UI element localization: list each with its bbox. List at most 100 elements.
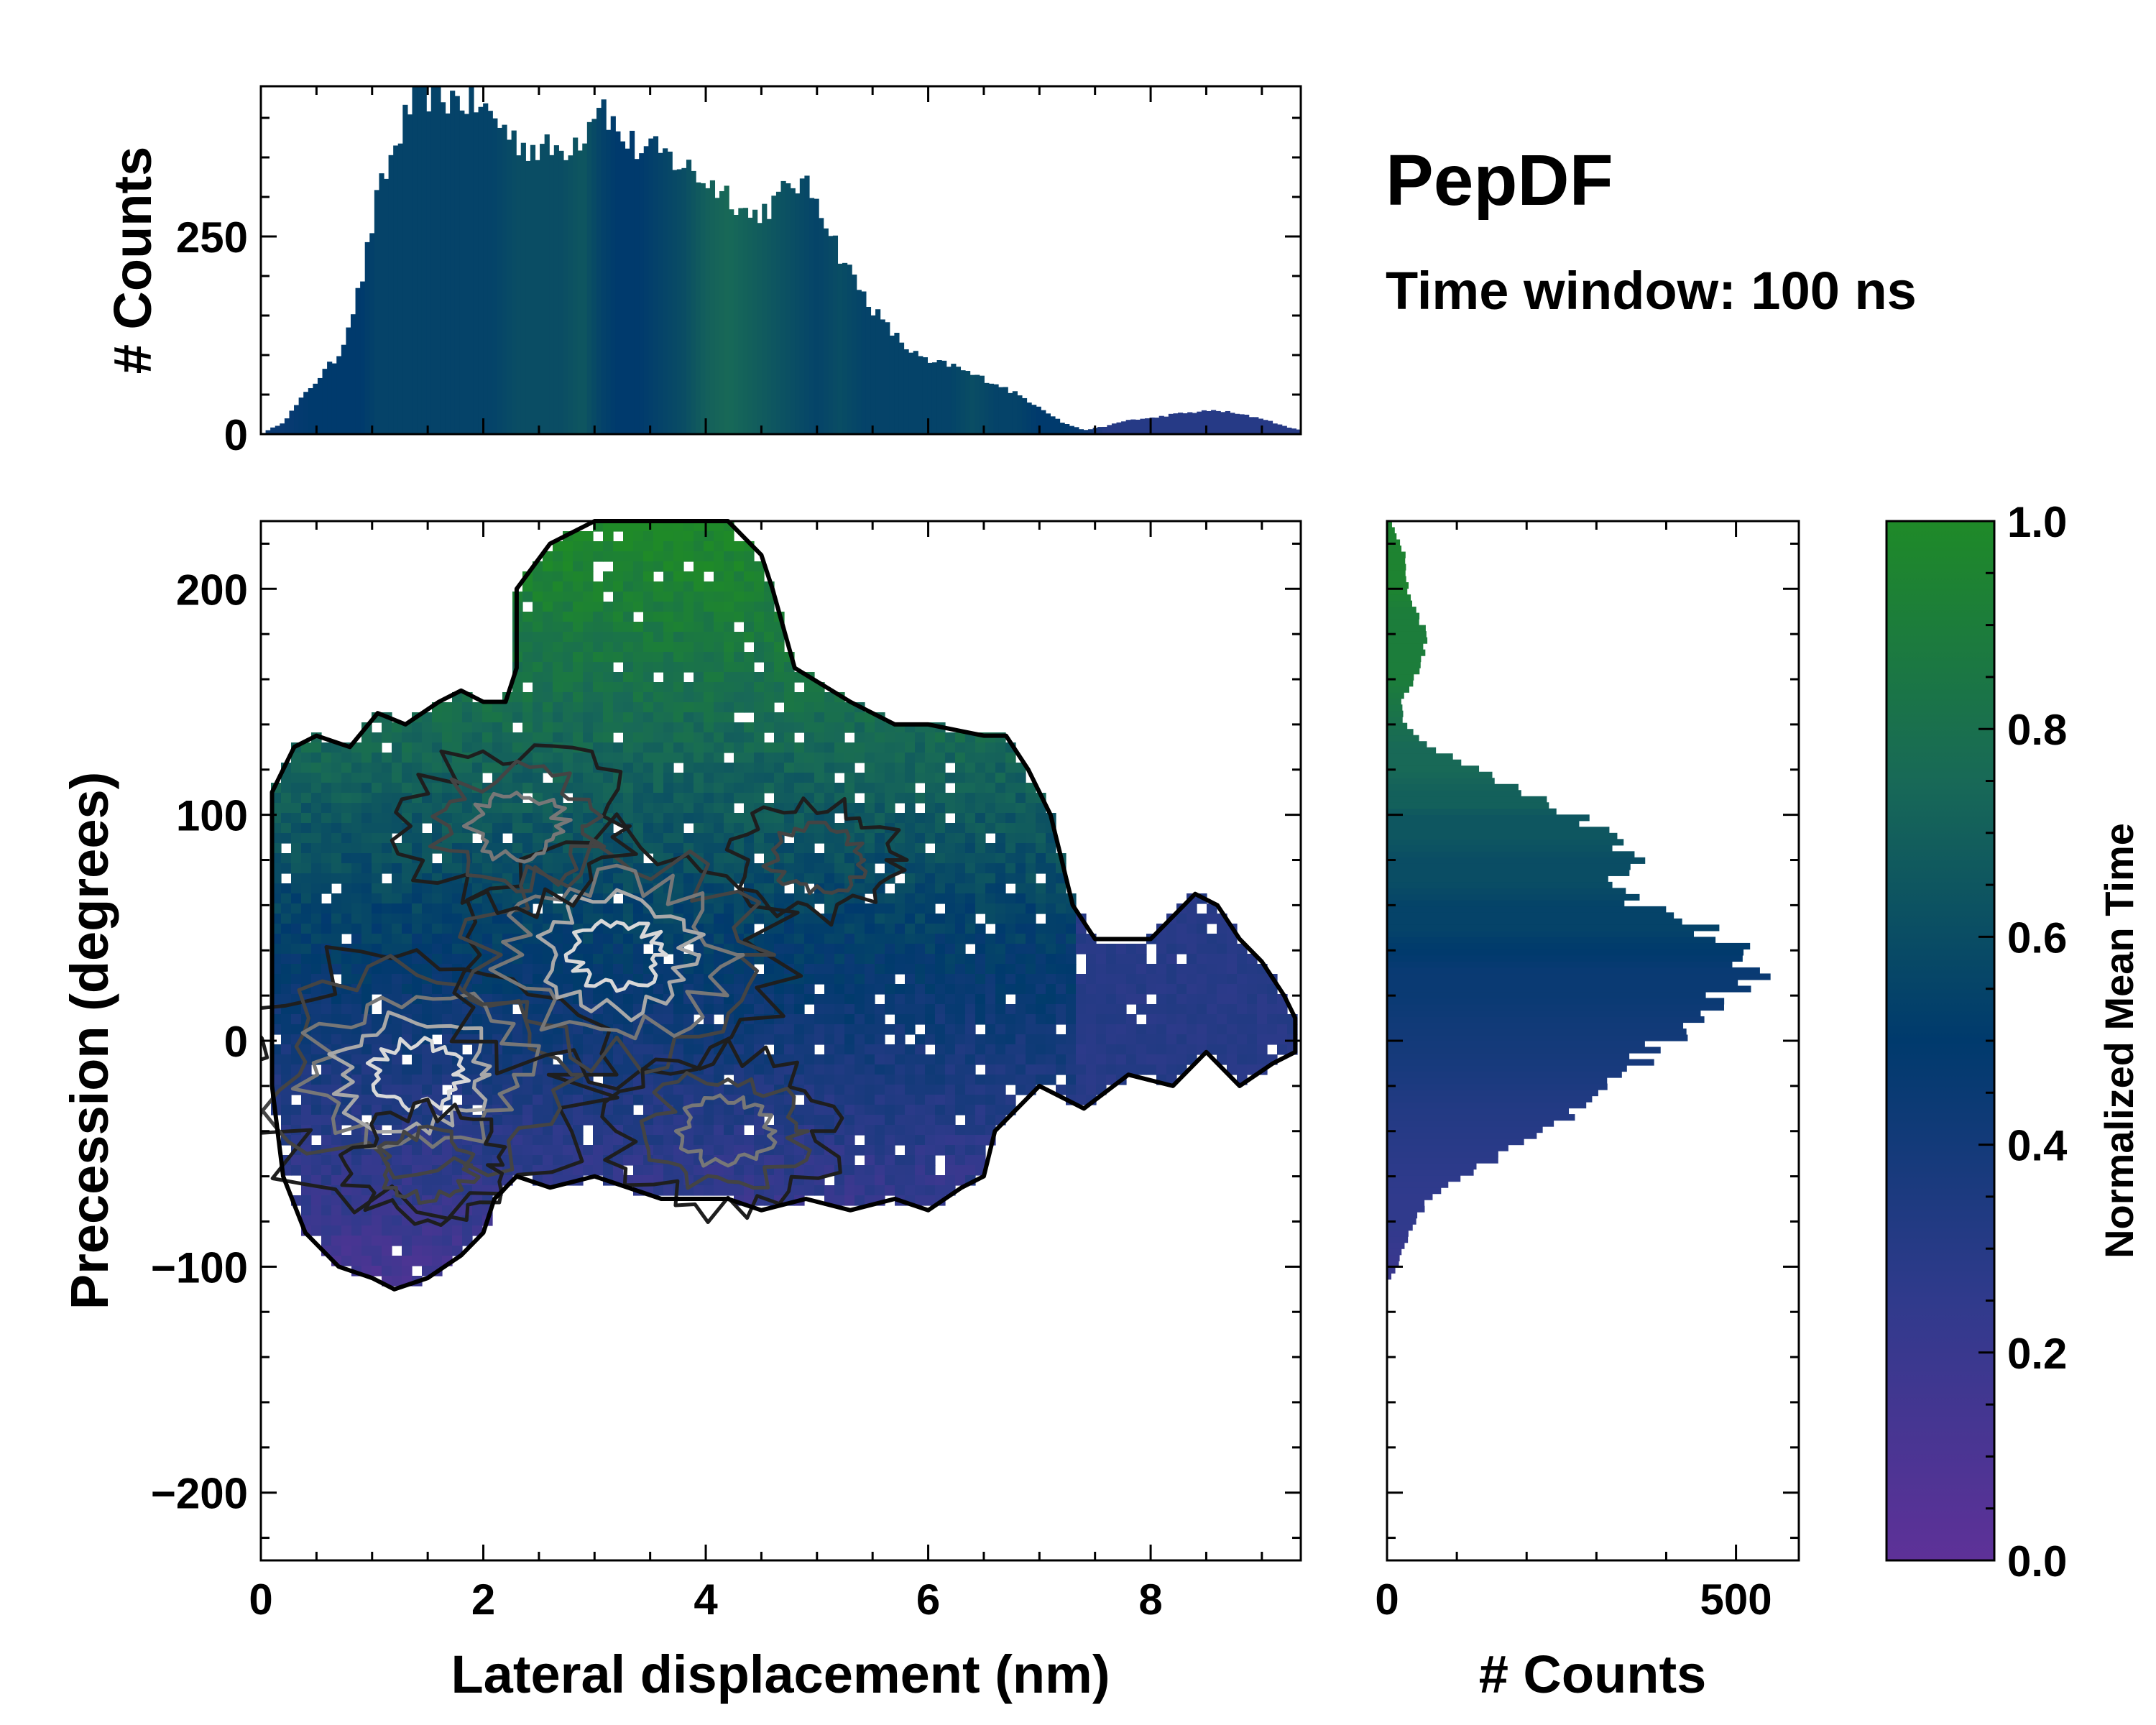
heatmap-cell <box>623 964 634 975</box>
heatmap-cell <box>613 712 624 723</box>
heatmap-cell <box>1187 964 1197 975</box>
heatmap-cell <box>804 1054 815 1065</box>
heatmap-cell <box>291 893 302 904</box>
heatmap-cell <box>754 763 765 773</box>
heatmap-cell <box>351 1165 362 1176</box>
heatmap-cell <box>583 773 594 783</box>
heatmap-cell <box>834 974 845 985</box>
heatmap-cell <box>623 873 634 884</box>
heatmap-cell <box>482 1175 493 1186</box>
heatmap-cell <box>724 803 734 814</box>
heatmap-cell <box>1247 1064 1258 1075</box>
heatmap-cell <box>1046 994 1056 1005</box>
heatmap-cell <box>1156 1034 1167 1045</box>
heatmap-cell <box>865 742 875 753</box>
heatmap-cell <box>834 1145 845 1156</box>
heatmap-cell <box>694 803 704 814</box>
heatmap-cell <box>865 773 875 783</box>
heatmap-cell <box>472 1145 483 1156</box>
heatmap-cell <box>704 541 714 552</box>
heatmap-cell <box>1066 924 1077 934</box>
heatmap-cell <box>885 944 895 954</box>
heatmap-cell <box>583 903 594 914</box>
heatmap-cell <box>402 1256 413 1266</box>
heatmap-cell <box>955 974 966 985</box>
heatmap-cell <box>814 863 825 874</box>
top-histogram-bar <box>331 363 337 434</box>
heatmap-cell <box>1106 984 1117 995</box>
heatmap-cell <box>925 1004 936 1015</box>
heatmap-cell <box>603 541 614 552</box>
heatmap-cell <box>1066 1085 1077 1095</box>
heatmap-cell <box>844 753 855 763</box>
heatmap-cell <box>533 581 543 592</box>
heatmap-cell <box>1056 914 1067 924</box>
heatmap-cell <box>844 1135 855 1146</box>
heatmap-cell <box>925 944 936 954</box>
heatmap-cell <box>724 1064 734 1075</box>
heatmap-cell <box>704 612 714 622</box>
right-histogram-bar <box>1387 1212 1418 1219</box>
heatmap-cell <box>744 662 755 673</box>
heatmap-cell <box>533 592 543 602</box>
heatmap-cell <box>694 1165 704 1176</box>
heatmap-cell <box>351 1155 362 1166</box>
heatmap-cell <box>673 873 684 884</box>
heatmap-cell <box>1015 984 1026 995</box>
heatmap-cell <box>593 602 604 612</box>
heatmap-cell <box>372 944 382 954</box>
heatmap-cell <box>774 1115 785 1126</box>
heatmap-cell <box>372 1225 382 1236</box>
heatmap-cell <box>1076 1034 1087 1045</box>
heatmap-cell <box>603 682 614 693</box>
heatmap-cell <box>794 753 805 763</box>
heatmap-cell <box>734 793 745 804</box>
heatmap-cell <box>603 783 614 794</box>
heatmap-cell <box>522 964 533 975</box>
heatmap-cell <box>482 994 493 1005</box>
heatmap-cell <box>844 1095 855 1105</box>
heatmap-cell <box>754 1034 765 1045</box>
right-histogram-bar <box>1387 863 1631 870</box>
heatmap-cell <box>1026 914 1036 924</box>
heatmap-cell <box>844 1195 855 1206</box>
heatmap-cell <box>1237 984 1248 995</box>
heatmap-cell <box>1217 1024 1227 1035</box>
heatmap-cell <box>714 1125 724 1136</box>
heatmap-cell <box>1116 964 1127 975</box>
heatmap-cell <box>482 984 493 995</box>
heatmap-cell <box>955 732 966 743</box>
heatmap-cell <box>995 924 1006 934</box>
heatmap-cell <box>522 1115 533 1126</box>
heatmap-cell <box>633 964 644 975</box>
heatmap-cell <box>573 702 584 713</box>
heatmap-cell <box>452 944 463 954</box>
heatmap-cell <box>704 662 714 673</box>
heatmap-cell <box>442 1246 453 1256</box>
heatmap-cell <box>865 873 875 884</box>
heatmap-cell <box>804 853 815 864</box>
heatmap-cell <box>1187 1034 1197 1045</box>
top-histogram-bar <box>327 362 333 434</box>
density-contour <box>261 954 585 1180</box>
heatmap-cell <box>331 964 342 975</box>
heatmap-cell <box>301 753 312 763</box>
heatmap-cell <box>452 712 463 723</box>
heatmap-cell <box>945 823 956 834</box>
heatmap-cell <box>834 1034 845 1045</box>
heatmap-cell <box>935 974 946 985</box>
heatmap-cell <box>643 672 654 683</box>
heatmap-cell <box>945 1034 956 1045</box>
heatmap-cell <box>1197 1034 1207 1045</box>
heatmap-cell <box>522 1155 533 1166</box>
heatmap-cell <box>754 612 765 622</box>
heatmap-cell <box>301 974 312 985</box>
heatmap-cell <box>593 622 604 632</box>
right-histogram-bar <box>1387 771 1493 778</box>
heatmap-cell <box>512 1044 523 1055</box>
heatmap-cell <box>533 773 543 783</box>
heatmap-cell <box>573 1105 584 1116</box>
heatmap-cell <box>1015 974 1026 985</box>
heatmap-cell <box>925 793 936 804</box>
heatmap-cell <box>714 1135 724 1146</box>
